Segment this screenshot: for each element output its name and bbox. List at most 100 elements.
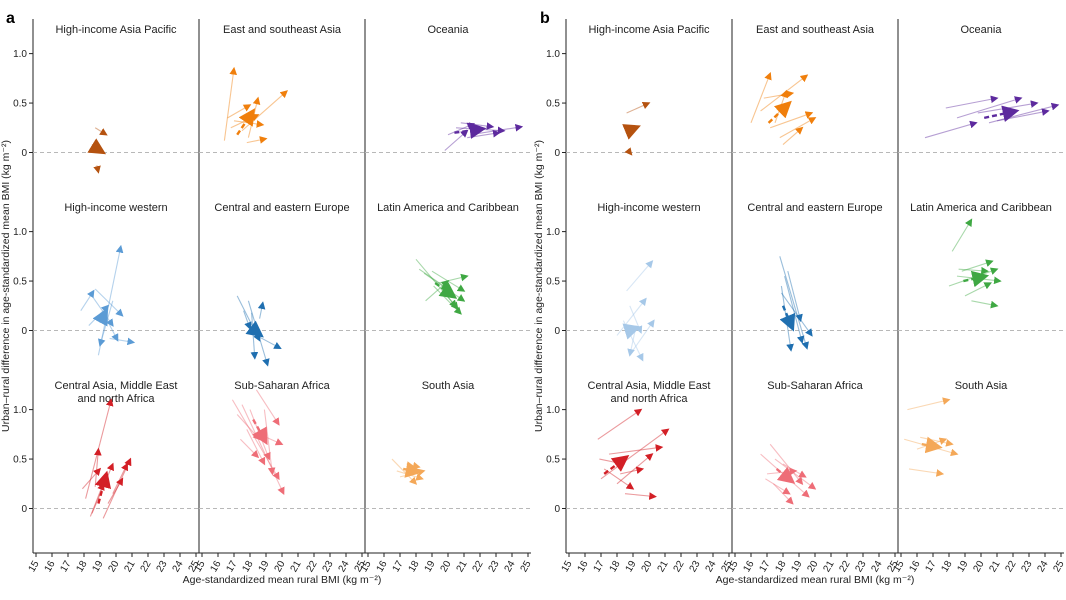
country-trajectory-arrow <box>782 463 807 478</box>
country-trajectory-arrow <box>920 436 954 447</box>
country-trajectory-arrow <box>246 136 268 144</box>
country-trajectory-arrow <box>255 389 280 426</box>
x-tick-label: 24 <box>337 559 352 575</box>
x-tick-label: 15 <box>27 559 42 575</box>
x-tick-label: 24 <box>171 559 186 575</box>
x-tick-label: 18 <box>940 559 955 575</box>
x-tick-label: 17 <box>391 559 406 575</box>
country-trajectory-arrow <box>779 256 809 350</box>
country-trajectory-arrow <box>97 244 124 356</box>
panel-label-b: b <box>540 10 550 27</box>
y-tick-label: 1.0 <box>546 227 560 238</box>
x-tick-label: 19 <box>790 559 805 575</box>
y-tick-label: 1.0 <box>13 227 27 238</box>
x-tick-label: 24 <box>704 559 719 575</box>
country-trajectory-arrow <box>109 337 136 346</box>
x-tick-label: 22 <box>1004 559 1019 575</box>
y-tick-label: 0.5 <box>13 277 27 288</box>
regional-mean-arrow <box>983 105 1020 123</box>
country-trajectory-arrow <box>263 409 276 476</box>
country-trajectory-arrow <box>91 462 114 514</box>
x-tick-label: 22 <box>139 559 154 575</box>
x-tick-label: 25 <box>886 559 901 575</box>
country-trajectory-arrow <box>624 147 633 156</box>
country-trajectory-arrow <box>996 108 1050 122</box>
country-trajectory-arrow <box>626 102 651 114</box>
country-trajectory-arrow <box>908 468 945 477</box>
facet-title: Central Asia, Middle East <box>588 380 711 392</box>
country-trajectory-arrow <box>763 90 795 99</box>
regional-mean-arrow <box>963 270 990 288</box>
x-tick-label: 20 <box>806 559 821 575</box>
x-tick-label: 19 <box>91 559 106 575</box>
facet-title: Latin America and Caribbean <box>910 202 1052 214</box>
country-trajectory-arrow <box>81 467 102 490</box>
facet-title: High-income western <box>597 202 700 214</box>
country-trajectory-arrow <box>89 482 105 517</box>
regional-mean-arrow <box>779 305 796 332</box>
country-trajectory-arrow <box>94 127 108 136</box>
country-trajectory-arrow <box>988 102 1060 124</box>
y-tick-label: 0.5 <box>546 455 560 466</box>
x-tick-label: 23 <box>1020 559 1035 575</box>
x-tick-label: 21 <box>289 559 304 575</box>
x-tick-label: 15 <box>892 559 907 575</box>
x-tick-label: 25 <box>1052 559 1066 575</box>
facet-title: East and southeast Asia <box>223 24 342 36</box>
regional-mean-arrow <box>454 122 487 139</box>
x-tick-label: 21 <box>656 559 671 575</box>
country-trajectory-arrow <box>80 289 95 312</box>
x-tick-label: 15 <box>193 559 208 575</box>
regional-mean-arrow <box>921 436 943 454</box>
x-tick-label: 17 <box>59 559 74 575</box>
x-tick-label: 23 <box>854 559 869 575</box>
country-trajectory-arrow <box>227 104 252 119</box>
x-tick-label: 17 <box>592 559 607 575</box>
facet-title: and north Africa <box>610 393 688 405</box>
regional-mean-arrow <box>92 307 108 327</box>
facet-title: Sub-Saharan Africa <box>234 380 330 392</box>
x-tick-label: 23 <box>688 559 703 575</box>
x-tick-label: 20 <box>439 559 454 575</box>
x-tick-label: 22 <box>471 559 486 575</box>
facet-title: Central and eastern Europe <box>747 202 882 214</box>
country-trajectory-arrow <box>616 297 647 336</box>
facet-title: East and southeast Asia <box>756 24 875 36</box>
country-trajectory-arrow <box>257 301 266 319</box>
regional-mean-arrow <box>622 124 641 140</box>
country-trajectory-arrow <box>964 282 992 297</box>
country-trajectory-arrow <box>104 315 119 342</box>
x-axis-title: Age-standardized mean rural BMI (kg m⁻²) <box>183 574 382 586</box>
country-trajectory-arrow <box>626 260 654 292</box>
country-trajectory-arrow <box>603 468 635 490</box>
x-tick-label: 18 <box>407 559 422 575</box>
country-trajectory-arrow <box>241 404 285 496</box>
x-tick-label: 23 <box>487 559 502 575</box>
x-tick-label: 21 <box>988 559 1003 575</box>
country-trajectory-arrow <box>765 478 791 495</box>
facet-title: South Asia <box>955 380 1008 392</box>
regional-mean-arrow <box>622 323 642 340</box>
x-tick-label: 18 <box>774 559 789 575</box>
y-tick-label: 0 <box>554 504 560 515</box>
country-trajectory-arrow <box>597 408 643 440</box>
x-tick-label: 16 <box>742 559 757 575</box>
x-tick-label: 19 <box>423 559 438 575</box>
y-axis-title: Urban–rural difference in age-standardiz… <box>0 140 12 432</box>
facet-title: High-income western <box>64 202 167 214</box>
facet-title: Central and eastern Europe <box>214 202 349 214</box>
y-tick-label: 0 <box>21 504 27 515</box>
x-tick-label: 22 <box>838 559 853 575</box>
x-tick-label: 16 <box>908 559 923 575</box>
facet-title: Latin America and Caribbean <box>377 202 519 214</box>
country-trajectory-arrow <box>787 271 803 323</box>
regional-mean-arrow <box>245 320 264 338</box>
regional-mean-arrow <box>87 138 107 155</box>
x-axis-title: Age-standardized mean rural BMI (kg m⁻²) <box>716 574 915 586</box>
facet-title: Sub-Saharan Africa <box>767 380 863 392</box>
country-trajectory-arrow <box>616 453 654 485</box>
country-trajectory-arrow <box>769 443 804 485</box>
facet-title: High-income Asia Pacific <box>55 24 177 36</box>
country-trajectory-arrow <box>112 462 128 494</box>
x-tick-label: 24 <box>870 559 885 575</box>
